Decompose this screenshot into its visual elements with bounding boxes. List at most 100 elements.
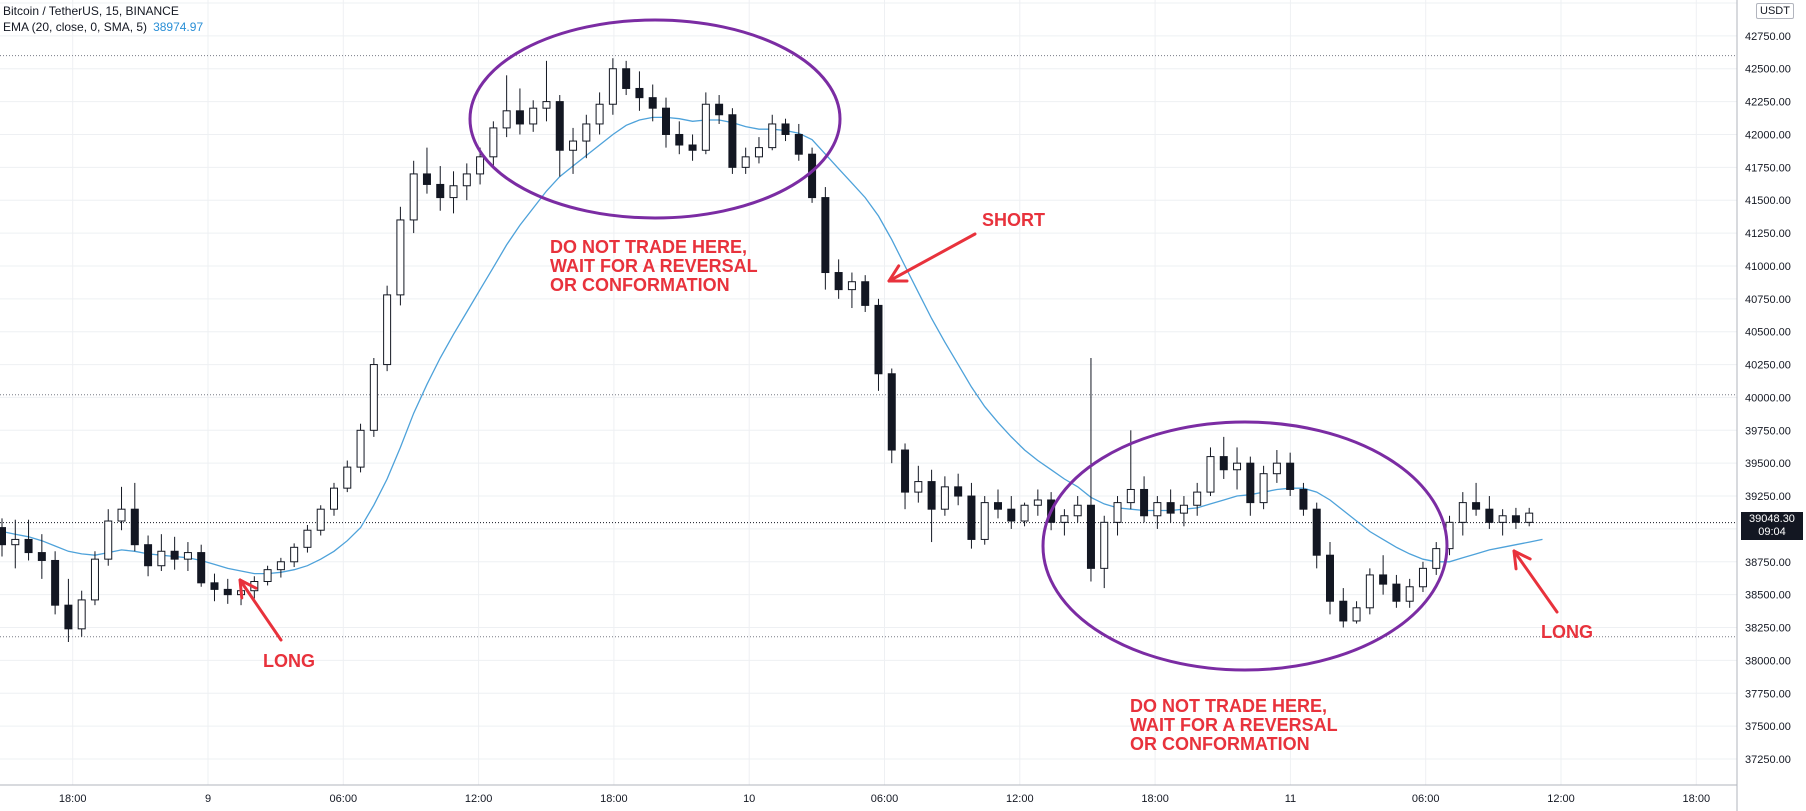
candle: [728, 108, 737, 174]
candle: [170, 536, 179, 570]
candle: [436, 166, 445, 211]
annotation-long-left: LONG: [263, 651, 315, 671]
candles: [0, 58, 1534, 642]
ema-legend: EMA (20, close, 0, SMA, 5) 38974.97: [3, 20, 203, 35]
y-tick-label: 38000.00: [1745, 655, 1791, 667]
candle-body-up: [847, 281, 856, 291]
x-tick-label: 18:00: [1683, 793, 1711, 805]
candle: [1392, 574, 1401, 608]
candle: [980, 496, 989, 545]
candle: [37, 534, 46, 579]
y-tick-label: 37250.00: [1745, 754, 1791, 766]
candle: [1060, 509, 1069, 536]
y-tick-label: 42000.00: [1745, 129, 1791, 141]
candle: [1352, 601, 1361, 624]
candle-body-up: [117, 508, 126, 522]
x-tick-label: 12:00: [465, 793, 493, 805]
ellipse-bottom: [1041, 420, 1449, 672]
arrow-long-left: [238, 578, 283, 642]
candle-body-down: [821, 197, 830, 274]
candle-body-up: [409, 173, 418, 221]
y-tick-label: 40750.00: [1745, 294, 1791, 306]
candle: [1007, 496, 1016, 529]
candle: [834, 259, 843, 299]
x-tick-label: 10: [743, 793, 755, 805]
currency-label[interactable]: USDT: [1756, 3, 1794, 19]
x-tick-label: 06:00: [871, 793, 899, 805]
candle-body-down: [1511, 515, 1520, 523]
y-tick-label: 38750.00: [1745, 557, 1791, 569]
candle-body-up: [104, 520, 113, 560]
candle: [1233, 447, 1242, 490]
y-tick-label: 42500.00: [1745, 64, 1791, 76]
candle-body-up: [476, 156, 485, 175]
candle: [356, 423, 365, 473]
candle-body-down: [781, 123, 790, 135]
candle-body-up: [582, 123, 591, 142]
candle: [183, 542, 192, 571]
candle: [1272, 450, 1281, 483]
y-tick-label: 41750.00: [1745, 162, 1791, 174]
candle: [1086, 357, 1095, 582]
arrow-head: [1512, 549, 1532, 571]
candle-body-up: [768, 123, 777, 149]
horizontal-levels: [0, 55, 1737, 638]
candle: [675, 121, 684, 155]
annotation-line: WAIT FOR A REVERSAL: [550, 256, 758, 276]
candle-body-down: [1485, 508, 1494, 523]
ema-series: [1, 116, 1543, 575]
arrow-long-right: [1512, 549, 1559, 614]
candle-body-down: [130, 508, 139, 546]
annotation-short: SHORT: [982, 210, 1045, 230]
candle-body-down: [210, 582, 219, 590]
candle-body-down: [0, 527, 6, 546]
arrow-shaft: [238, 578, 283, 642]
candle: [1299, 482, 1308, 516]
candle: [927, 469, 936, 543]
candle-body-up: [290, 546, 299, 563]
candle: [409, 160, 418, 234]
candle: [967, 482, 976, 549]
y-tick-label: 41000.00: [1745, 261, 1791, 273]
candle: [263, 565, 272, 586]
y-tick-label: 37750.00: [1745, 688, 1791, 700]
candle: [1259, 465, 1268, 510]
candle-body-up: [489, 127, 498, 158]
candle-body-down: [861, 281, 870, 306]
candle: [901, 443, 910, 510]
candle: [1339, 588, 1348, 628]
x-tick-label: 06:00: [1412, 793, 1440, 805]
candle: [1179, 496, 1188, 527]
candle-body-down: [170, 550, 179, 560]
candle: [1379, 555, 1388, 595]
candle: [1418, 561, 1427, 593]
last-price-value: 39048.30: [1749, 513, 1795, 525]
candle-body-up: [542, 101, 551, 109]
arrow-short: [887, 232, 977, 283]
candle-body-down: [515, 110, 524, 125]
candle: [608, 58, 617, 115]
candle-body-up: [741, 156, 750, 168]
y-tick-label: 39250.00: [1745, 491, 1791, 503]
candle-body-up: [343, 466, 352, 489]
candle: [90, 551, 99, 606]
candle-body-down: [808, 153, 817, 199]
candle-body-down: [1326, 554, 1334, 602]
arrow-head: [238, 578, 258, 600]
candle: [914, 465, 923, 503]
candle-body-up: [383, 294, 392, 366]
candle-body-down: [64, 604, 73, 630]
candle: [343, 460, 352, 493]
ema-legend-label: EMA (20, close, 0, SMA, 5): [3, 20, 148, 34]
candle: [622, 60, 631, 96]
candle-body-down: [688, 144, 697, 151]
candle-body-down: [1339, 600, 1348, 622]
candle: [77, 590, 86, 637]
candle: [1206, 447, 1215, 497]
candle-body-up: [608, 68, 617, 105]
candle-body-up: [356, 429, 365, 468]
candle-body-up: [754, 147, 763, 158]
grid: [0, 0, 1737, 785]
